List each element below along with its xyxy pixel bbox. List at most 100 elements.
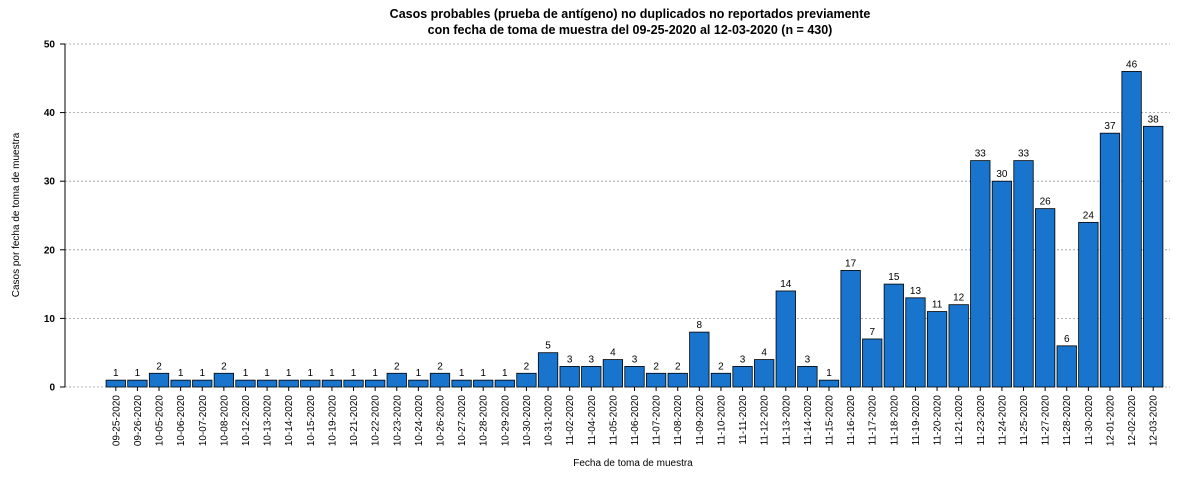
bar (602, 359, 624, 388)
x-axis-label: Fecha de toma de muestra (573, 458, 693, 469)
bar (797, 366, 818, 388)
value-label: 6 (1064, 334, 1070, 345)
value-label: 1 (286, 368, 292, 379)
x-tick-label: 11-16-2020 (846, 395, 857, 446)
bar (213, 372, 234, 388)
bar (235, 379, 256, 388)
bar (905, 297, 926, 388)
value-label: 37 (1104, 121, 1116, 132)
value-label: 1 (416, 368, 422, 379)
bar (1143, 125, 1164, 388)
value-label: 2 (524, 361, 530, 372)
value-label: 1 (243, 368, 249, 379)
x-tick-label: 10-08-2020 (219, 395, 230, 447)
bar (559, 366, 580, 388)
bar (754, 359, 775, 388)
x-tick-label: 11-04-2020 (587, 395, 598, 446)
x-tick-label: 10-27-2020 (457, 395, 468, 447)
y-tick-label: 0 (49, 383, 55, 394)
bar (127, 379, 148, 388)
x-tick-label: 11-20-2020 (933, 395, 944, 446)
value-label: 8 (697, 320, 703, 331)
value-label: 1 (459, 368, 465, 379)
bar (970, 160, 991, 388)
bar (840, 269, 861, 388)
bar (473, 379, 494, 388)
value-label: 2 (653, 361, 659, 372)
x-tick-label: 10-05-2020 (155, 395, 166, 447)
value-label: 13 (910, 286, 922, 297)
x-tick-label: 11-12-2020 (760, 395, 771, 446)
value-label: 1 (135, 368, 141, 379)
value-label: 1 (178, 368, 184, 379)
value-label: 1 (502, 368, 508, 379)
value-label: 1 (199, 368, 205, 379)
x-tick-label: 10-06-2020 (176, 395, 187, 447)
x-tick-label: 10-31-2020 (544, 395, 555, 447)
bar (1056, 345, 1077, 388)
x-tick-label: 10-13-2020 (263, 395, 274, 447)
value-label: 2 (675, 361, 681, 372)
x-tick-label: 11-21-2020 (954, 395, 965, 446)
bar (667, 372, 688, 388)
bar (343, 379, 364, 388)
bar (926, 311, 948, 388)
bar (494, 379, 515, 388)
x-tick-label: 11-23-2020 (976, 395, 987, 446)
x-tick-label: 11-27-2020 (1041, 395, 1052, 446)
x-tick-label: 11-17-2020 (868, 395, 879, 446)
value-label: 12 (953, 293, 965, 304)
y-tick-label: 20 (44, 245, 56, 256)
x-tick-label: 11-08-2020 (673, 395, 684, 446)
x-tick-label: 09-25-2020 (111, 395, 122, 447)
x-tick-label: 11-24-2020 (997, 395, 1008, 446)
bar (732, 366, 753, 388)
value-label: 3 (632, 354, 638, 365)
bar (321, 379, 343, 388)
bar (581, 366, 602, 388)
value-label: 2 (437, 361, 443, 372)
bar (148, 372, 170, 388)
bar (775, 290, 796, 388)
y-tick-label: 30 (44, 177, 56, 188)
bar (429, 372, 451, 388)
x-tick-label: 10-28-2020 (479, 395, 490, 447)
bar (948, 304, 969, 388)
x-tick-label: 11-05-2020 (608, 395, 619, 446)
x-tick-label: 10-15-2020 (306, 395, 317, 447)
bar (170, 379, 191, 388)
bar (818, 379, 840, 388)
bar (883, 283, 904, 388)
x-tick-label: 11-18-2020 (889, 395, 900, 446)
bar (862, 338, 883, 388)
bar (256, 379, 278, 388)
value-label: 7 (869, 327, 875, 338)
bar (710, 372, 732, 388)
value-label: 2 (156, 361, 162, 372)
value-label: 2 (394, 361, 400, 372)
x-tick-label: 11-13-2020 (781, 395, 792, 446)
bar (689, 331, 710, 388)
x-tick-label: 10-24-2020 (414, 395, 425, 447)
x-tick-label: 11-19-2020 (911, 395, 922, 446)
bar (365, 379, 386, 388)
value-label: 3 (588, 354, 594, 365)
x-tick-label: 10-30-2020 (522, 395, 533, 447)
value-label: 1 (329, 368, 335, 379)
bar (645, 372, 667, 388)
x-tick-label: 10-29-2020 (500, 395, 511, 447)
x-tick-label: 10-19-2020 (327, 395, 338, 447)
x-tick-label: 09-26-2020 (133, 395, 144, 447)
bar (1078, 221, 1099, 388)
value-label: 4 (610, 348, 616, 359)
bar (192, 379, 213, 388)
bar (516, 372, 537, 388)
x-tick-label: 12-02-2020 (1127, 395, 1138, 447)
value-label: 2 (718, 361, 724, 372)
value-label: 15 (888, 272, 900, 283)
x-tick-label: 11-15-2020 (825, 395, 836, 446)
x-tick-label: 11-07-2020 (652, 395, 663, 446)
value-label: 1 (480, 368, 486, 379)
y-tick-label: 10 (44, 314, 56, 325)
bar (991, 180, 1013, 388)
